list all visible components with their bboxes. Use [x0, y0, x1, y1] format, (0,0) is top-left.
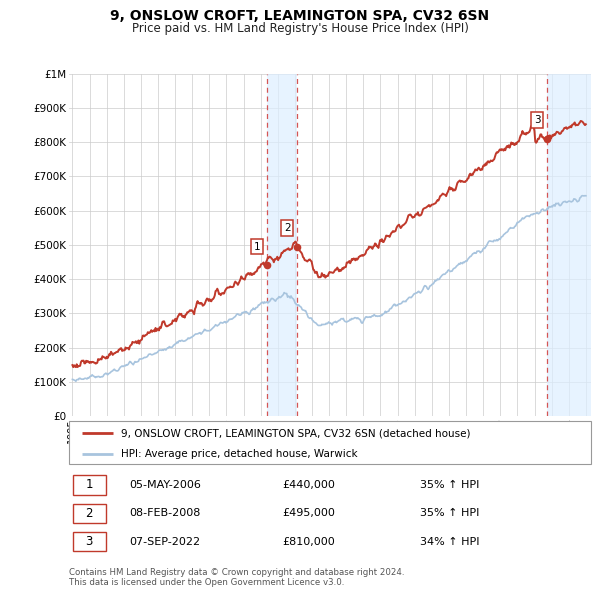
- FancyBboxPatch shape: [73, 476, 106, 494]
- Text: 1: 1: [86, 478, 93, 491]
- Text: 2: 2: [284, 223, 290, 232]
- Text: 35% ↑ HPI: 35% ↑ HPI: [421, 480, 480, 490]
- Text: 35% ↑ HPI: 35% ↑ HPI: [421, 509, 480, 518]
- Text: 08-FEB-2008: 08-FEB-2008: [129, 509, 200, 518]
- Text: 3: 3: [86, 535, 93, 548]
- FancyBboxPatch shape: [73, 532, 106, 551]
- Text: £495,000: £495,000: [283, 509, 335, 518]
- Bar: [547, 74, 591, 416]
- Text: 3: 3: [534, 115, 541, 125]
- Text: This data is licensed under the Open Government Licence v3.0.: This data is licensed under the Open Gov…: [69, 578, 344, 586]
- Text: 9, ONSLOW CROFT, LEAMINGTON SPA, CV32 6SN: 9, ONSLOW CROFT, LEAMINGTON SPA, CV32 6S…: [110, 9, 490, 23]
- Text: £440,000: £440,000: [283, 480, 335, 490]
- Text: 34% ↑ HPI: 34% ↑ HPI: [421, 537, 480, 546]
- Bar: [266, 74, 296, 416]
- Text: 1: 1: [254, 241, 260, 251]
- Text: Price paid vs. HM Land Registry's House Price Index (HPI): Price paid vs. HM Land Registry's House …: [131, 22, 469, 35]
- Text: 9, ONSLOW CROFT, LEAMINGTON SPA, CV32 6SN (detached house): 9, ONSLOW CROFT, LEAMINGTON SPA, CV32 6S…: [121, 428, 471, 438]
- FancyBboxPatch shape: [73, 504, 106, 523]
- Text: 2: 2: [86, 507, 93, 520]
- FancyBboxPatch shape: [69, 421, 591, 464]
- Text: HPI: Average price, detached house, Warwick: HPI: Average price, detached house, Warw…: [121, 448, 358, 458]
- Text: 05-MAY-2006: 05-MAY-2006: [129, 480, 201, 490]
- Text: 07-SEP-2022: 07-SEP-2022: [129, 537, 200, 546]
- Text: £810,000: £810,000: [283, 537, 335, 546]
- Text: Contains HM Land Registry data © Crown copyright and database right 2024.: Contains HM Land Registry data © Crown c…: [69, 568, 404, 576]
